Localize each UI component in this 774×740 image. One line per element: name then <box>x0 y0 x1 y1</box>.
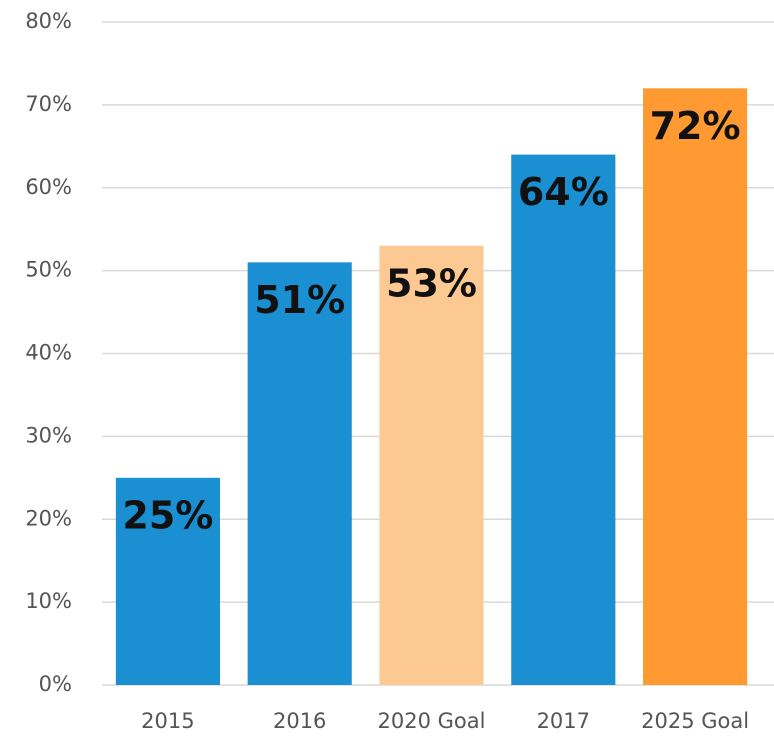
data-label: 64% <box>518 170 609 214</box>
bar <box>379 245 484 685</box>
x-tick-label: 2025 Goal <box>641 709 749 733</box>
y-tick-label: 0% <box>39 672 72 696</box>
x-tick-label: 2016 <box>273 709 326 733</box>
bar <box>643 88 748 686</box>
data-label: 25% <box>122 493 213 537</box>
y-tick-label: 60% <box>25 175 72 199</box>
y-tick-label: 50% <box>25 258 72 282</box>
y-tick-label: 20% <box>25 506 72 530</box>
y-tick-label: 30% <box>25 423 72 447</box>
x-tick-label: 2017 <box>537 709 590 733</box>
y-tick-label: 80% <box>25 9 72 33</box>
x-tick-label: 2020 Goal <box>378 709 486 733</box>
y-tick-label: 10% <box>25 589 72 613</box>
y-tick-label: 40% <box>25 341 72 365</box>
x-tick-label: 2015 <box>141 709 194 733</box>
bar <box>247 262 352 685</box>
data-label: 53% <box>386 261 477 305</box>
bar <box>115 477 220 685</box>
data-label: 72% <box>650 104 741 148</box>
y-tick-label: 70% <box>25 92 72 116</box>
data-label: 51% <box>254 278 345 322</box>
bar <box>511 154 616 686</box>
